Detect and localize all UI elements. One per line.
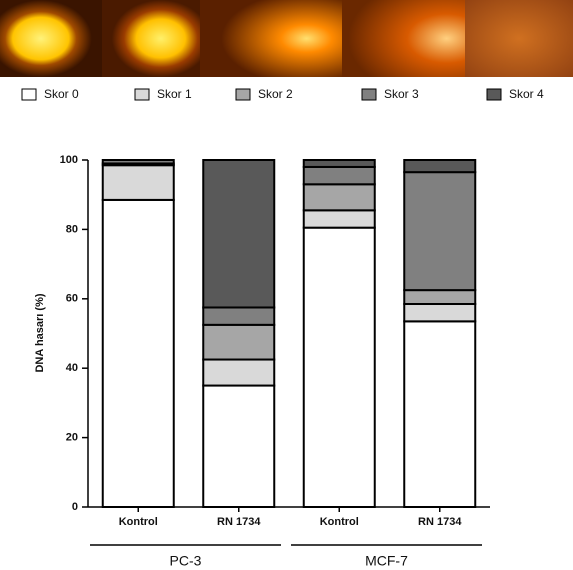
comet-image	[465, 0, 573, 77]
bar-segment	[203, 325, 274, 360]
bar-segment	[304, 210, 375, 227]
comet-image	[342, 0, 465, 77]
bar-segment	[304, 167, 375, 184]
group-label: PC-3	[170, 553, 202, 569]
bar-segment	[304, 228, 375, 507]
comet-image	[200, 0, 342, 77]
y-tick-label: 100	[60, 154, 78, 166]
bar-segment	[304, 160, 375, 167]
x-tick-label: RN 1734	[418, 516, 462, 528]
legend-label: Skor 2	[258, 87, 293, 101]
legend-label: Skor 3	[384, 87, 419, 101]
legend-swatch	[236, 89, 250, 100]
legend-swatch	[487, 89, 501, 100]
bar-segment	[103, 200, 174, 507]
x-tick-label: Kontrol	[119, 516, 158, 528]
bar-segment	[203, 360, 274, 386]
legend-swatch	[135, 89, 149, 100]
comet-image	[0, 0, 102, 77]
y-tick-label: 40	[66, 362, 78, 374]
bar-segment	[304, 184, 375, 210]
bar-segment	[404, 290, 475, 304]
y-tick-label: 0	[72, 501, 78, 513]
legend-swatch	[22, 89, 36, 100]
bar-segment	[404, 304, 475, 321]
chart: DNA hasarı (%) Skor 0 Skor 1 Skor 2 Skor 3 S…	[0, 0, 573, 570]
y-axis-label: DNA hasarı (%)	[34, 293, 46, 372]
bar-segment	[103, 160, 174, 163]
group-label: MCF-7	[365, 553, 408, 569]
legend-label: Skor 0	[44, 87, 79, 101]
comet-images	[0, 0, 573, 77]
y-tick-label: 20	[66, 432, 78, 444]
legend-label: Skor 4	[509, 87, 544, 101]
x-tick-label: Kontrol	[320, 516, 359, 528]
legend-label: Skor 1	[157, 87, 192, 101]
x-tick-label: RN 1734	[217, 516, 261, 528]
bar-segment	[203, 307, 274, 324]
bar-segment	[203, 160, 274, 307]
y-tick-label: 60	[66, 293, 78, 305]
bar-segment	[404, 321, 475, 507]
y-tick-label: 80	[66, 223, 78, 235]
bar-segment	[404, 172, 475, 290]
legend-swatch	[362, 89, 376, 100]
bar-segment	[203, 386, 274, 507]
comet-image	[102, 0, 200, 77]
bar-segment	[103, 165, 174, 200]
bar-segment	[404, 160, 475, 172]
